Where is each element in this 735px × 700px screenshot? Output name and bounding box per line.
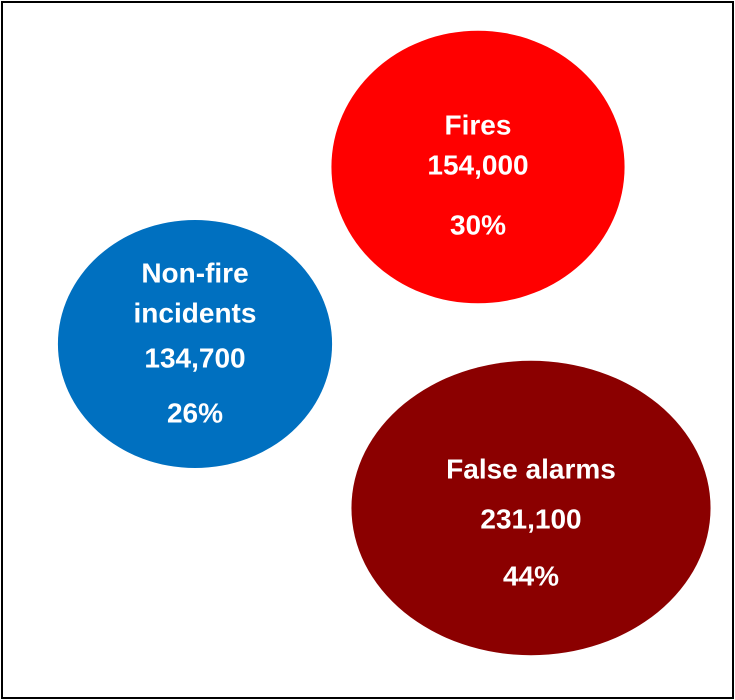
bubble-value: 154,000 [427,149,528,180]
bubble-value: 134,700 [144,342,245,373]
bubble-name: Non-fire [141,257,248,288]
bubble [57,219,333,469]
bubble [351,360,711,656]
bubble [331,30,625,304]
bubble-name: Fires [445,109,512,140]
bubble-name: False alarms [446,453,616,484]
bubble-name: incidents [134,297,257,328]
bubble-share: 26% [167,397,223,428]
bubble-share: 30% [450,209,506,240]
bubble-share: 44% [503,560,559,591]
bubble-value: 231,100 [480,503,581,534]
